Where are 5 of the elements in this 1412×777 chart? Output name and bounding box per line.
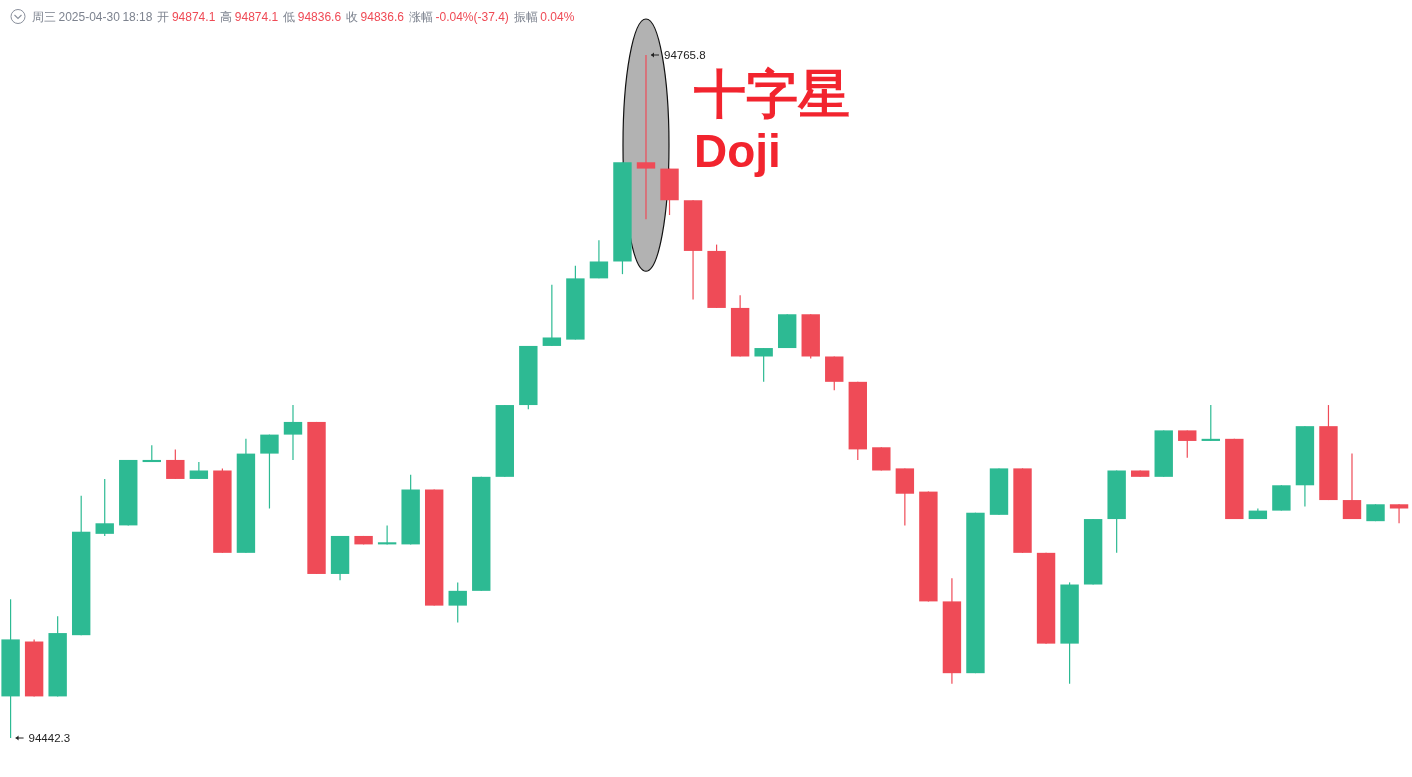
annotation: 十字星: [693, 65, 850, 123]
annotation: 94765.8: [663, 49, 706, 61]
text: 周三 2025-04-30 18:18 开 94874.1 高 94874.1 低 94836.6 收 94836.6 涨幅 -0.04%(-37.4) 振幅 0.04%: [32, 9, 575, 24]
annotation: 94442.3: [28, 732, 71, 744]
annotation: Doji: [693, 125, 781, 177]
